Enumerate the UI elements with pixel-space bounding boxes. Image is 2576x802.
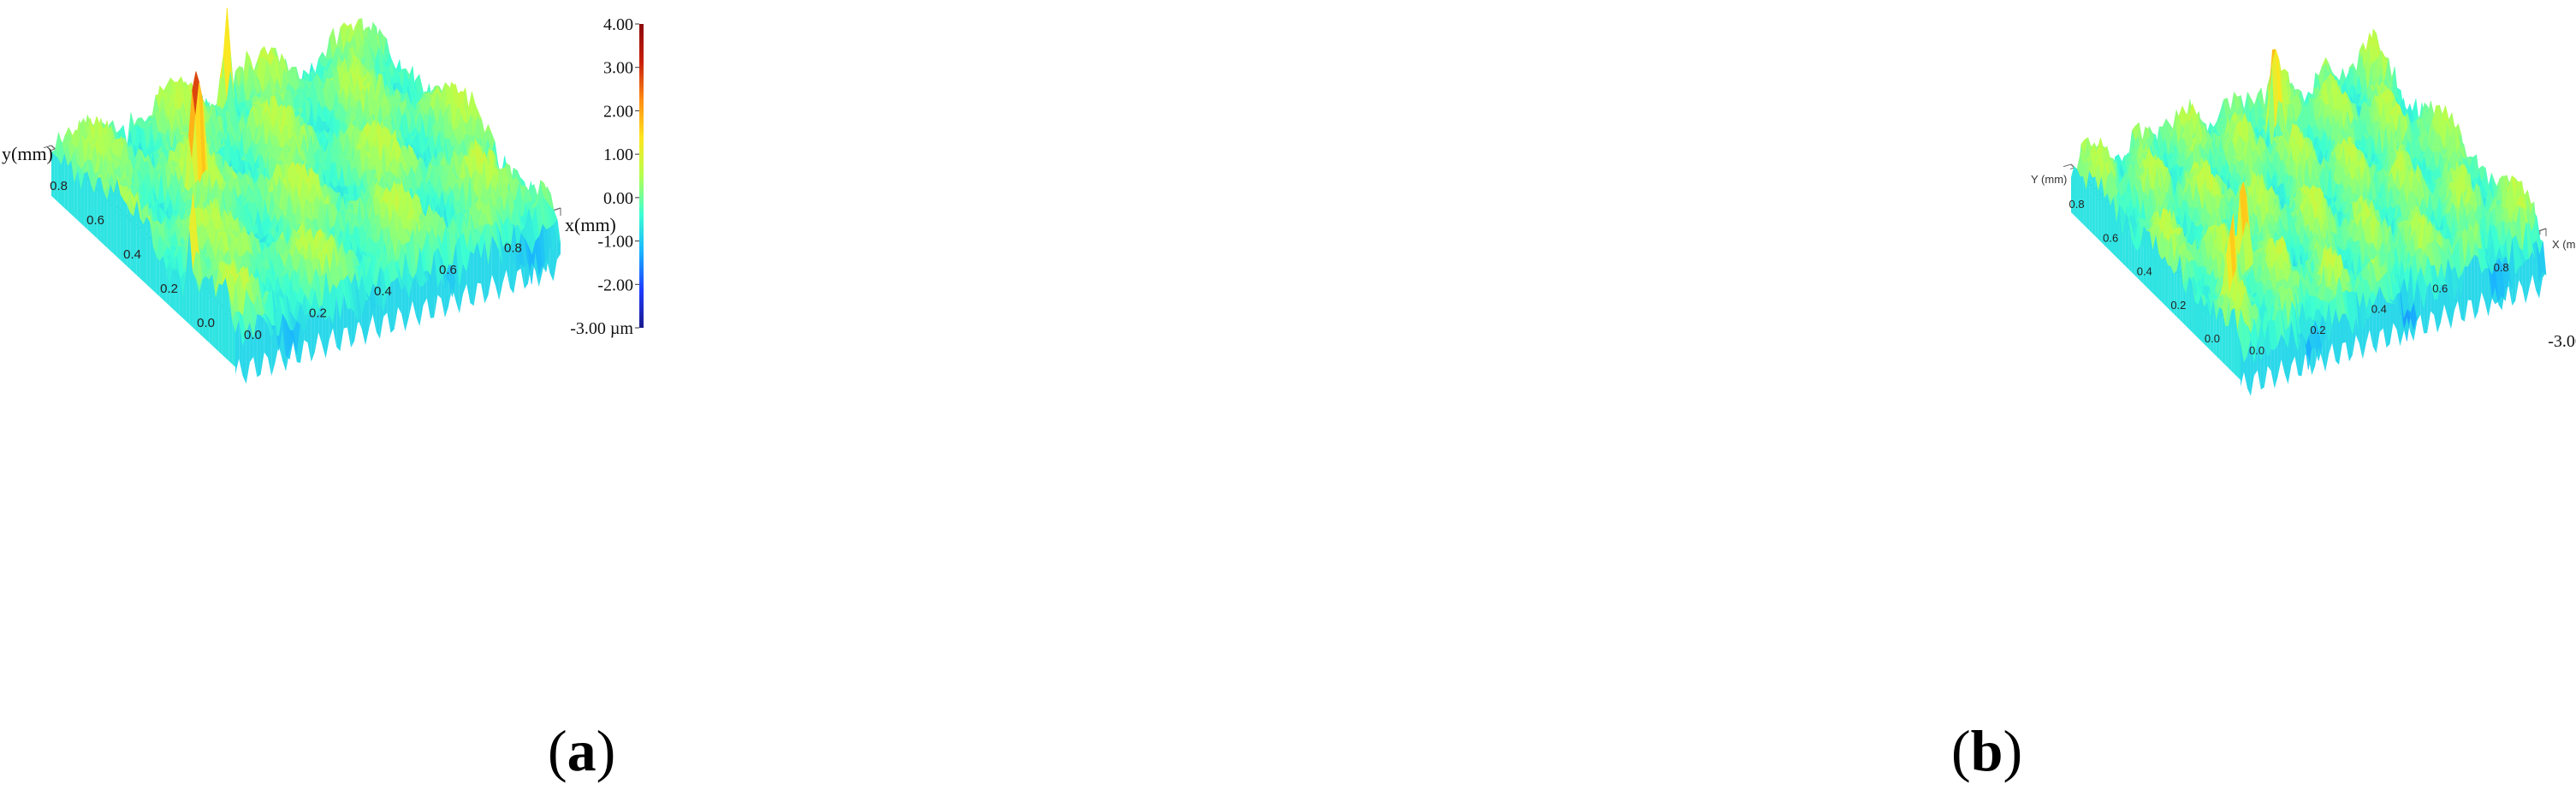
y-minor-tick xyxy=(50,148,56,151)
panel-a: 0.0 0.2 0.4 0.6 0.8 0.0 0.2 0.4 0.6 0.8 x(mm) y(mm)… xyxy=(2,7,644,783)
y-major-tick xyxy=(43,145,52,149)
surface-plot-a: 0.00.20.40.60.80.00.20.40.60.8x(mm)y(mm)… xyxy=(2,7,644,384)
surface-mesh xyxy=(50,7,561,359)
